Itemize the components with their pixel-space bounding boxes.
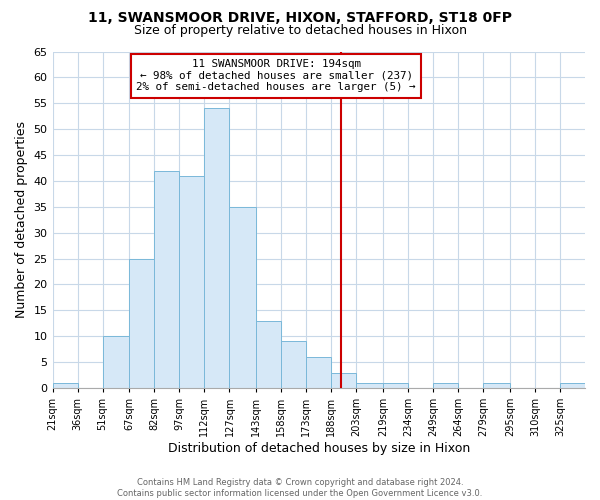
Text: Contains HM Land Registry data © Crown copyright and database right 2024.
Contai: Contains HM Land Registry data © Crown c… xyxy=(118,478,482,498)
Text: 11, SWANSMOOR DRIVE, HIXON, STAFFORD, ST18 0FP: 11, SWANSMOOR DRIVE, HIXON, STAFFORD, ST… xyxy=(88,11,512,25)
Y-axis label: Number of detached properties: Number of detached properties xyxy=(15,122,28,318)
Bar xyxy=(53,383,77,388)
Bar xyxy=(356,383,383,388)
Bar xyxy=(331,372,356,388)
Bar xyxy=(433,383,458,388)
Bar xyxy=(383,383,408,388)
Bar xyxy=(483,383,510,388)
Bar xyxy=(306,357,331,388)
Bar xyxy=(229,207,256,388)
Text: Size of property relative to detached houses in Hixon: Size of property relative to detached ho… xyxy=(133,24,467,37)
Bar xyxy=(256,320,281,388)
Bar xyxy=(179,176,205,388)
Bar xyxy=(130,258,154,388)
Bar xyxy=(103,336,130,388)
Text: 11 SWANSMOOR DRIVE: 194sqm
← 98% of detached houses are smaller (237)
2% of semi: 11 SWANSMOOR DRIVE: 194sqm ← 98% of deta… xyxy=(136,60,416,92)
Bar xyxy=(154,170,179,388)
Bar xyxy=(205,108,229,388)
X-axis label: Distribution of detached houses by size in Hixon: Distribution of detached houses by size … xyxy=(167,442,470,455)
Bar xyxy=(281,342,306,388)
Bar xyxy=(560,383,585,388)
